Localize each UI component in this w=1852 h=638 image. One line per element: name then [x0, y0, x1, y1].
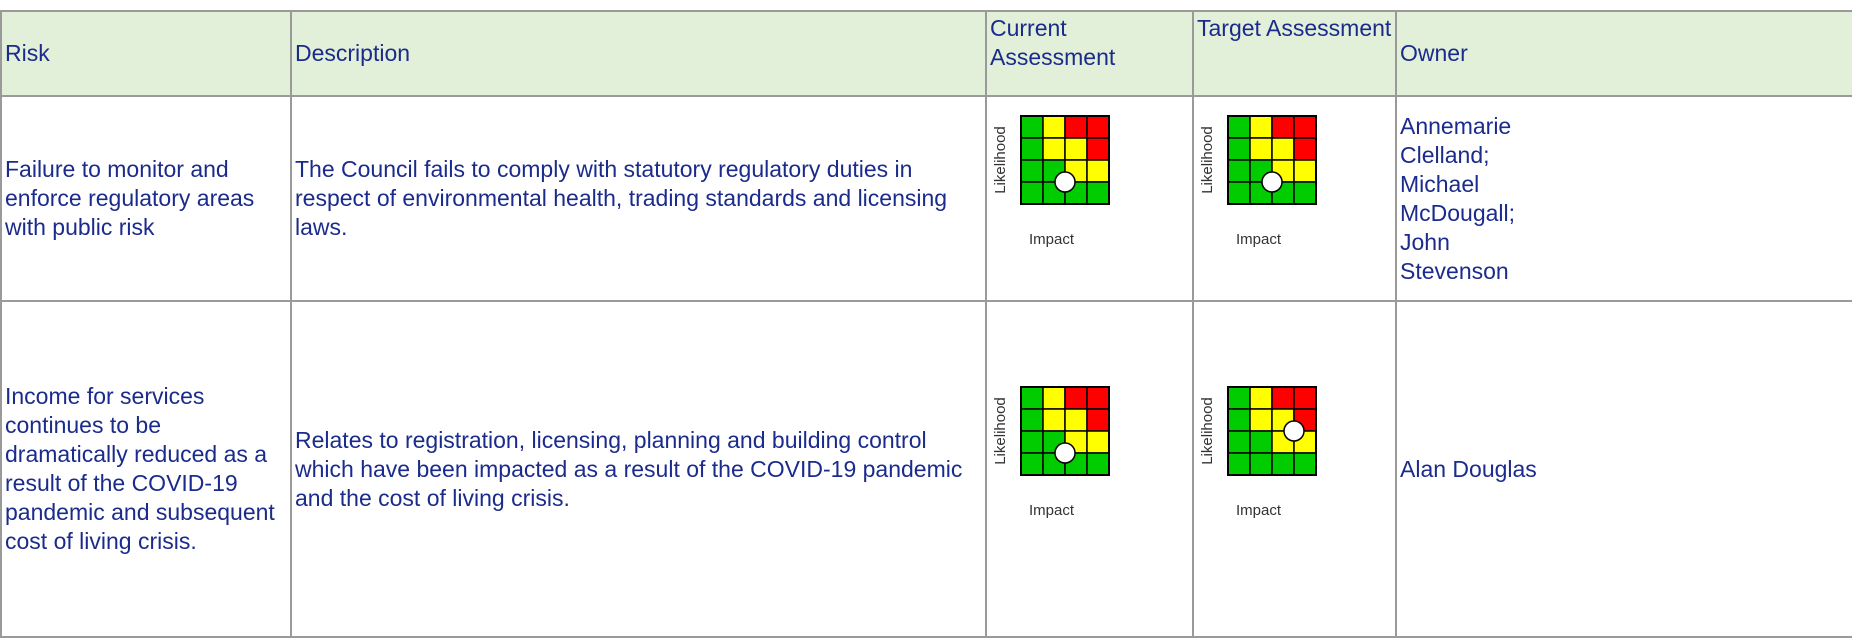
matrix-cell: [1086, 159, 1110, 183]
matrix-cell: [1020, 385, 1044, 410]
header-cell: Target Assessment: [1192, 10, 1397, 97]
likelihood-label: Likelihood: [1199, 126, 1216, 194]
matrix-cell: [1020, 429, 1044, 454]
likelihood-label: Likelihood: [1199, 397, 1216, 465]
matrix-cell: [1249, 451, 1273, 476]
target-cell: Likelihood Impact: [1192, 300, 1397, 638]
assessment-dot: [1054, 171, 1076, 193]
matrix-cell: [1064, 385, 1088, 410]
matrix-cell: [1227, 385, 1251, 410]
matrix-cell: [1293, 115, 1317, 139]
matrix-cell: [1271, 385, 1295, 410]
risk-table: Risk Description Current Assessment Targ…: [0, 10, 1852, 638]
matrix-cell: [1020, 115, 1044, 139]
assessment-dot: [1283, 419, 1305, 442]
matrix-cell: [1293, 181, 1317, 205]
current-cell: Likelihood Impact: [985, 95, 1194, 302]
risk-matrix: Likelihood Impact: [992, 115, 1110, 248]
assessment-dot: [1261, 171, 1283, 193]
risk-matrix: Likelihood Impact: [992, 385, 1110, 519]
matrix-cell: [1086, 137, 1110, 161]
matrix-cell: [1249, 137, 1273, 161]
matrix-cell: [1020, 137, 1044, 161]
header-row: Risk Description Current Assessment Targ…: [0, 10, 1852, 97]
matrix-cell: [1227, 159, 1251, 183]
matrix-cell: [1293, 385, 1317, 410]
owner: Alan Douglas: [1395, 300, 1852, 638]
owner: Annemarie Clelland; Michael McDougall; J…: [1395, 95, 1852, 302]
impact-label: Impact: [1236, 502, 1282, 519]
matrix-cell: [1227, 181, 1251, 205]
matrix-cell: [1249, 115, 1273, 139]
matrix-cell: [1020, 159, 1044, 183]
risk: Failure to monitor and enforce regulator…: [0, 95, 292, 302]
matrix-cell: [1227, 429, 1251, 454]
current-cell: Likelihood Impact: [985, 300, 1194, 638]
matrix-cell: [1086, 181, 1110, 205]
matrix-cell: [1086, 385, 1110, 410]
header-cell: Description: [290, 10, 987, 97]
matrix-cell: [1064, 137, 1088, 161]
matrix-cell: [1249, 429, 1273, 454]
header-cell: Risk: [0, 10, 292, 97]
matrix-cell: [1293, 137, 1317, 161]
matrix-border: [1227, 115, 1317, 205]
matrix-cell: [1042, 385, 1066, 410]
matrix-cell: [1227, 451, 1251, 476]
assessment-dot: [1054, 441, 1076, 464]
description: Relates to registration, licensing, plan…: [290, 300, 987, 638]
impact-label: Impact: [1236, 231, 1282, 248]
matrix-cell: [1271, 451, 1295, 476]
matrix-cell: [1249, 407, 1273, 432]
matrix-cell: [1042, 115, 1066, 139]
matrix-cell: [1020, 181, 1044, 205]
row: Income for services continues to be dram…: [0, 300, 1852, 638]
matrix-cell: [1227, 115, 1251, 139]
matrix-cell: [1086, 115, 1110, 139]
matrix-cell: [1086, 451, 1110, 476]
risk: Income for services continues to be dram…: [0, 300, 292, 638]
row: Failure to monitor and enforce regulator…: [0, 95, 1852, 302]
matrix-cell: [1293, 159, 1317, 183]
likelihood-label: Likelihood: [992, 397, 1009, 465]
risk-matrix: Likelihood Impact: [1199, 385, 1317, 519]
matrix-cell: [1271, 137, 1295, 161]
matrix-cell: [1020, 451, 1044, 476]
likelihood-label: Likelihood: [992, 126, 1009, 194]
description: The Council fails to comply with statuto…: [290, 95, 987, 302]
matrix-cell: [1042, 407, 1066, 432]
header-cell: Owner: [1395, 10, 1852, 97]
matrix-cell: [1064, 115, 1088, 139]
matrix-cell: [1249, 385, 1273, 410]
header-cell: Current Assessment: [985, 10, 1194, 97]
matrix-cell: [1227, 137, 1251, 161]
impact-label: Impact: [1029, 502, 1075, 519]
matrix-border: [1227, 385, 1317, 476]
matrix-cell: [1227, 407, 1251, 432]
matrix-cell: [1086, 429, 1110, 454]
matrix-cell: [1064, 407, 1088, 432]
matrix-cell: [1086, 407, 1110, 432]
matrix-cell: [1271, 115, 1295, 139]
impact-label: Impact: [1029, 231, 1075, 248]
risk-matrix: Likelihood Impact: [1199, 115, 1317, 248]
matrix-border: [1020, 385, 1110, 476]
matrix-border: [1020, 115, 1110, 205]
target-cell: Likelihood Impact: [1192, 95, 1397, 302]
matrix-cell: [1042, 137, 1066, 161]
matrix-cell: [1020, 407, 1044, 432]
matrix-cell: [1293, 451, 1317, 476]
